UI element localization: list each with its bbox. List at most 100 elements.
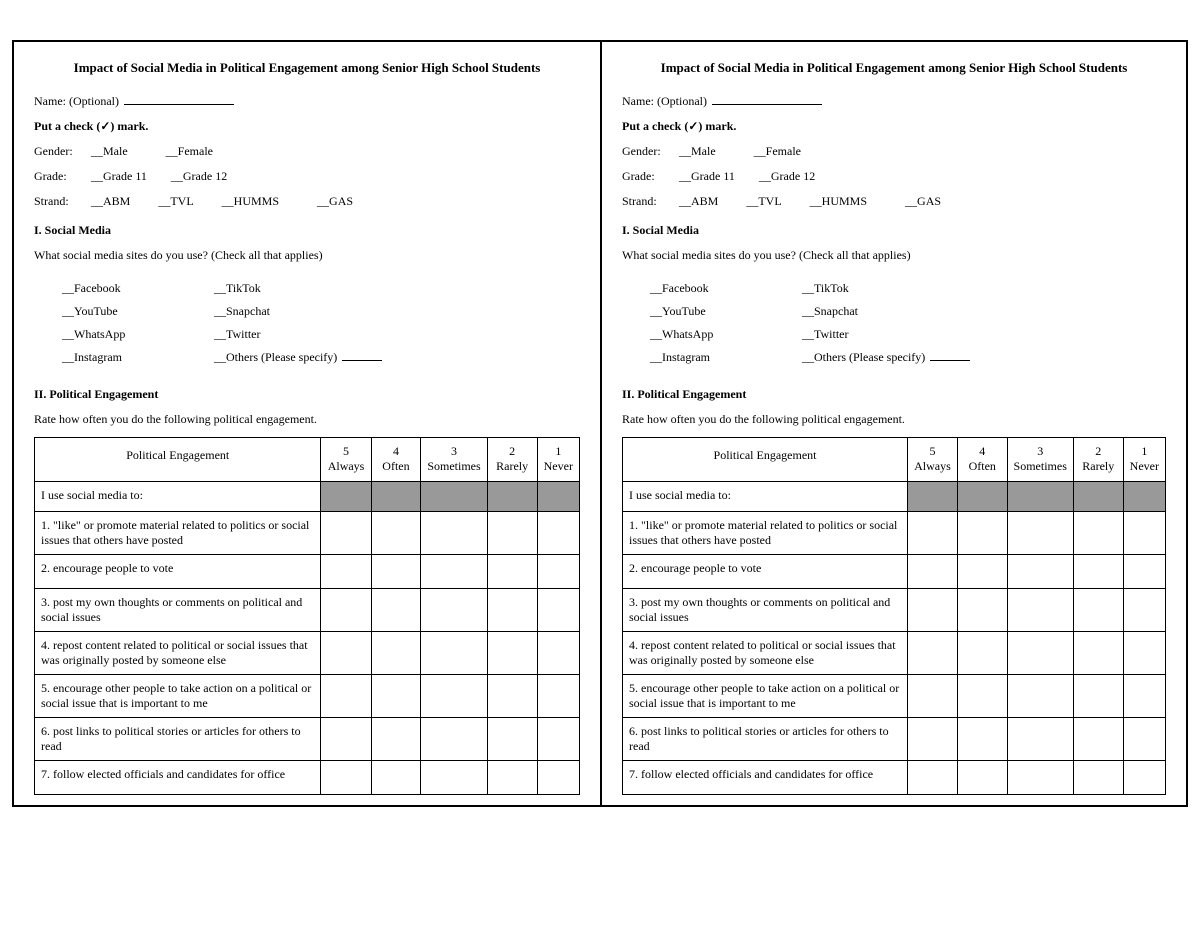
table-rating-cell[interactable] <box>421 675 487 718</box>
strand-option[interactable]: __TVL <box>158 194 193 209</box>
grade-option[interactable]: __Grade 12 <box>171 169 227 184</box>
table-rating-cell[interactable] <box>487 555 537 589</box>
name-blank[interactable] <box>712 94 822 105</box>
table-rating-cell[interactable] <box>908 718 958 761</box>
table-rating-cell[interactable] <box>537 761 579 795</box>
table-rating-cell[interactable] <box>1007 512 1073 555</box>
table-rating-cell[interactable] <box>957 512 1007 555</box>
sm-option[interactable]: __Facebook <box>62 281 214 296</box>
table-rating-cell[interactable] <box>1007 761 1073 795</box>
table-rating-cell[interactable] <box>908 555 958 589</box>
strand-option[interactable]: __TVL <box>746 194 781 209</box>
table-rating-cell[interactable] <box>371 675 421 718</box>
sm-option-others[interactable]: __Others (Please specify) <box>214 350 382 365</box>
table-rating-cell[interactable] <box>371 555 421 589</box>
table-rating-cell[interactable] <box>321 589 371 632</box>
table-rating-cell[interactable] <box>537 675 579 718</box>
table-rating-cell[interactable] <box>321 632 371 675</box>
strand-option[interactable]: __HUMMS <box>222 194 279 209</box>
table-rating-cell[interactable] <box>908 632 958 675</box>
table-rating-cell[interactable] <box>487 761 537 795</box>
table-rating-cell[interactable] <box>321 675 371 718</box>
sm-option[interactable]: __Snapchat <box>214 304 382 319</box>
table-rating-cell[interactable] <box>1007 718 1073 761</box>
table-rating-cell[interactable] <box>487 512 537 555</box>
table-rating-cell[interactable] <box>1123 761 1165 795</box>
grade-option[interactable]: __Grade 11 <box>679 169 735 184</box>
table-rating-cell[interactable] <box>1073 718 1123 761</box>
table-rating-cell[interactable] <box>421 589 487 632</box>
table-rating-cell[interactable] <box>487 718 537 761</box>
gender-option[interactable]: __Male <box>91 144 128 159</box>
table-rating-cell[interactable] <box>371 761 421 795</box>
table-rating-cell[interactable] <box>487 675 537 718</box>
table-rating-cell[interactable] <box>421 632 487 675</box>
sm-option[interactable]: __Twitter <box>802 327 970 342</box>
strand-option[interactable]: __GAS <box>905 194 941 209</box>
table-rating-cell[interactable] <box>537 512 579 555</box>
table-rating-cell[interactable] <box>957 632 1007 675</box>
sm-option[interactable]: __TikTok <box>802 281 970 296</box>
table-rating-cell[interactable] <box>1073 761 1123 795</box>
table-rating-cell[interactable] <box>1123 512 1165 555</box>
table-rating-cell[interactable] <box>537 589 579 632</box>
table-rating-cell[interactable] <box>1123 589 1165 632</box>
sm-option[interactable]: __YouTube <box>650 304 802 319</box>
table-rating-cell[interactable] <box>421 512 487 555</box>
sm-option[interactable]: __Snapchat <box>802 304 970 319</box>
table-rating-cell[interactable] <box>421 761 487 795</box>
table-rating-cell[interactable] <box>1123 718 1165 761</box>
sm-option[interactable]: __TikTok <box>214 281 382 296</box>
strand-option[interactable]: __ABM <box>679 194 718 209</box>
table-rating-cell[interactable] <box>371 718 421 761</box>
table-rating-cell[interactable] <box>1073 512 1123 555</box>
table-rating-cell[interactable] <box>957 675 1007 718</box>
table-rating-cell[interactable] <box>537 718 579 761</box>
gender-option[interactable]: __Male <box>679 144 716 159</box>
table-rating-cell[interactable] <box>321 718 371 761</box>
table-rating-cell[interactable] <box>957 555 1007 589</box>
table-rating-cell[interactable] <box>1073 589 1123 632</box>
gender-option[interactable]: __Female <box>754 144 801 159</box>
table-rating-cell[interactable] <box>1073 632 1123 675</box>
table-rating-cell[interactable] <box>537 555 579 589</box>
table-rating-cell[interactable] <box>1123 675 1165 718</box>
table-rating-cell[interactable] <box>421 555 487 589</box>
table-rating-cell[interactable] <box>321 555 371 589</box>
table-rating-cell[interactable] <box>321 761 371 795</box>
table-rating-cell[interactable] <box>908 589 958 632</box>
table-rating-cell[interactable] <box>1007 675 1073 718</box>
sm-option[interactable]: __Facebook <box>650 281 802 296</box>
table-rating-cell[interactable] <box>421 718 487 761</box>
sm-option[interactable]: __Instagram <box>62 350 214 365</box>
sm-option[interactable]: __WhatsApp <box>650 327 802 342</box>
strand-option[interactable]: __GAS <box>317 194 353 209</box>
sm-option-others[interactable]: __Others (Please specify) <box>802 350 970 365</box>
table-rating-cell[interactable] <box>957 718 1007 761</box>
table-rating-cell[interactable] <box>487 632 537 675</box>
sm-option[interactable]: __Twitter <box>214 327 382 342</box>
sm-option[interactable]: __WhatsApp <box>62 327 214 342</box>
gender-option[interactable]: __Female <box>166 144 213 159</box>
table-rating-cell[interactable] <box>1123 632 1165 675</box>
table-rating-cell[interactable] <box>371 512 421 555</box>
table-rating-cell[interactable] <box>957 589 1007 632</box>
sm-option[interactable]: __Instagram <box>650 350 802 365</box>
table-rating-cell[interactable] <box>908 761 958 795</box>
table-rating-cell[interactable] <box>908 675 958 718</box>
table-rating-cell[interactable] <box>1073 555 1123 589</box>
table-rating-cell[interactable] <box>321 512 371 555</box>
sm-option[interactable]: __YouTube <box>62 304 214 319</box>
table-rating-cell[interactable] <box>1123 555 1165 589</box>
grade-option[interactable]: __Grade 12 <box>759 169 815 184</box>
table-rating-cell[interactable] <box>1007 555 1073 589</box>
table-rating-cell[interactable] <box>1007 589 1073 632</box>
grade-option[interactable]: __Grade 11 <box>91 169 147 184</box>
name-blank[interactable] <box>124 94 234 105</box>
sm-others-blank[interactable] <box>342 350 382 361</box>
table-rating-cell[interactable] <box>371 589 421 632</box>
table-rating-cell[interactable] <box>1073 675 1123 718</box>
table-rating-cell[interactable] <box>487 589 537 632</box>
table-rating-cell[interactable] <box>1007 632 1073 675</box>
sm-others-blank[interactable] <box>930 350 970 361</box>
